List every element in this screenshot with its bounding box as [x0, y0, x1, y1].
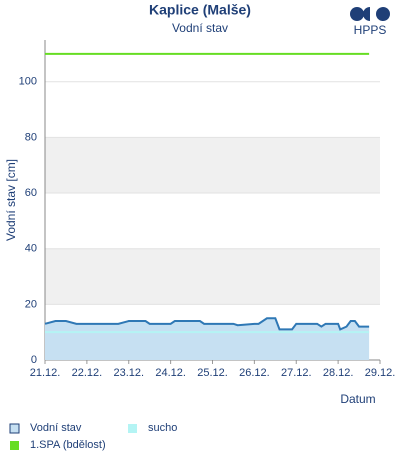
x-tick-label: 27.12.	[281, 367, 312, 379]
x-tick-label: 24.12.	[155, 367, 186, 379]
area	[45, 318, 370, 360]
y-tick-label: 40	[25, 243, 37, 255]
chart-title: Kaplice (Malše)	[149, 2, 251, 18]
grid-band	[45, 248, 380, 305]
legend-swatch	[9, 423, 20, 434]
x-axis-label: Datum	[340, 392, 375, 406]
logo-dot	[350, 7, 364, 21]
legend-label: 1.SPA (bdělost)	[30, 439, 106, 451]
logo-half	[363, 7, 370, 21]
legend-swatch	[10, 441, 19, 450]
logo-dot	[376, 7, 390, 21]
line	[44, 317, 370, 331]
legend-swatch	[128, 424, 137, 433]
y-tick-label: 80	[25, 131, 37, 143]
x-tick-label: 23.12.	[113, 367, 144, 379]
x-tick-label: 22.12.	[72, 367, 103, 379]
legend-label: sucho	[148, 422, 177, 434]
y-tick-label: 100	[19, 76, 37, 88]
x-tick-label: 25.12.	[197, 367, 228, 379]
y-tick-label: 0	[31, 354, 37, 366]
grid-band	[45, 137, 380, 194]
legend-label: Vodní stav	[30, 422, 82, 434]
y-tick-label: 60	[25, 187, 37, 199]
logo: HPPS	[350, 7, 390, 37]
y-tick-label: 20	[25, 298, 37, 310]
x-tick-label: 26.12.	[239, 367, 270, 379]
y-axis-label: Vodní stav [cm]	[4, 159, 18, 241]
logo-text: HPPS	[354, 23, 387, 37]
x-tick-label: 28.12.	[323, 367, 354, 379]
x-tick-label: 21.12.	[30, 367, 61, 379]
chart-subtitle: Vodní stav	[172, 21, 228, 35]
x-tick-label: 29.12.	[365, 367, 396, 379]
